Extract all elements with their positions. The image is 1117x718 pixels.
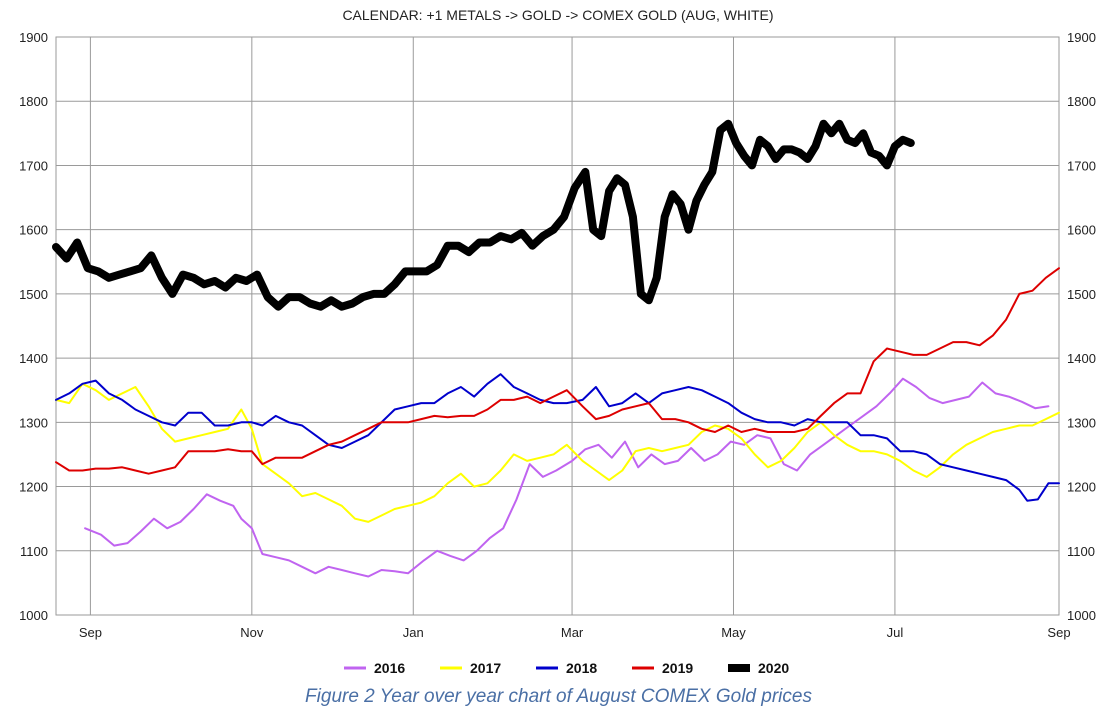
legend-label-2020: 2020 [758,660,789,676]
y-tick-label-right: 1000 [1067,608,1096,623]
grid [55,36,1060,616]
y-tick-label-right: 1800 [1067,94,1096,109]
y-axis-left: 1000 1100 1200 1300 1400 1500 1600 1700 1800 1900 [19,30,48,623]
y-tick-label-left: 1300 [19,415,48,430]
y-tick-label-right: 1200 [1067,480,1096,495]
series-line-2019 [55,267,1060,475]
y-tick-label-right: 1600 [1067,223,1096,238]
chart-title: CALENDAR: +1 METALS -> GOLD -> COMEX GOL… [342,7,773,23]
y-tick-label-right: 1900 [1067,30,1096,45]
series-line-2018 [55,373,1060,502]
y-tick-label-right: 1400 [1067,351,1096,366]
legend-label-2016: 2016 [374,660,405,676]
y-tick-label-right: 1100 [1067,544,1095,559]
y-tick-label-left: 1900 [19,30,48,45]
x-tick-label: Jan [403,625,424,640]
y-tick-label-right: 1300 [1067,415,1096,430]
x-axis: Sep Nov Jan Mar May Jul Sep [79,625,1071,640]
x-tick-label: Sep [79,625,102,640]
figure-caption: Figure 2 Year over year chart of August … [305,686,812,707]
y-tick-label-left: 1100 [20,544,48,559]
y-tick-label-left: 1600 [19,223,48,238]
y-tick-label-right: 1700 [1067,158,1096,173]
y-tick-label-left: 1400 [19,351,48,366]
x-tick-label: Sep [1047,625,1070,640]
y-tick-label-left: 1000 [19,608,48,623]
y-tick-label-right: 1500 [1067,287,1096,302]
y-tick-label-left: 1200 [19,480,48,495]
series-line-2017 [55,382,1060,523]
legend-label-2017: 2017 [470,660,501,676]
y-tick-label-left: 1700 [19,158,48,173]
plot-border [55,36,1060,616]
legend-label-2018: 2018 [566,660,597,676]
x-tick-label: Mar [561,625,584,640]
series-group [52,119,1060,578]
series-line-2016 [84,377,1050,578]
x-tick-label: Jul [887,625,904,640]
y-tick-label-left: 1500 [19,287,48,302]
chart-svg: CALENDAR: +1 METALS -> GOLD -> COMEX GOL… [19,7,1096,676]
legend-label-2019: 2019 [662,660,693,676]
series-line-2020 [52,119,915,311]
legend: 2016 2017 2018 2019 2020 [344,660,789,676]
y-tick-label-left: 1800 [19,94,48,109]
x-tick-label: May [721,625,746,640]
y-axis-right: 1000 1100 1200 1300 1400 1500 1600 1700 1800 1900 [1067,30,1096,623]
x-tick-label: Nov [240,625,264,640]
